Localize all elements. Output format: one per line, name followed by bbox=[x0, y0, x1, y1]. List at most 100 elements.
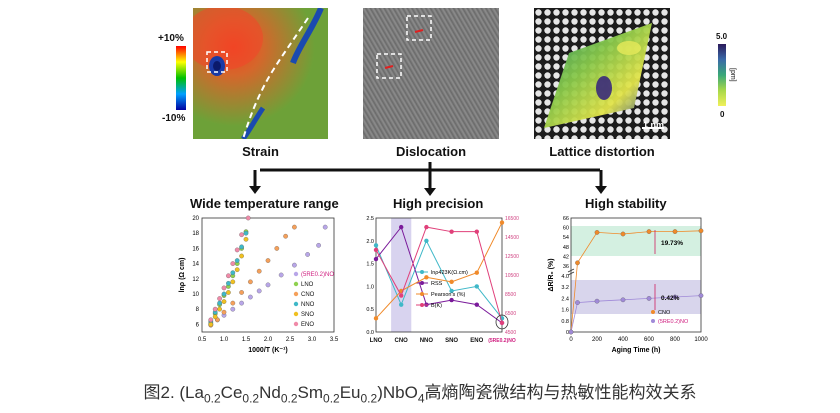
y-tick-label: 42 bbox=[563, 254, 569, 260]
plot-frame bbox=[375, 217, 503, 333]
data-point bbox=[208, 322, 214, 327]
y-tick-label: 0 bbox=[566, 330, 569, 336]
data-point bbox=[373, 316, 379, 321]
right-tick-label: 4500 bbox=[505, 330, 516, 336]
data-point bbox=[239, 253, 244, 259]
y-tick-label: 12 bbox=[192, 277, 199, 283]
figure-caption: 图2. (La0.2Ce0.2Nd0.2Sm0.2Eu0.2)NbO4高熵陶瓷微… bbox=[0, 378, 840, 405]
highlight-circle bbox=[495, 314, 509, 330]
legend-marker bbox=[293, 321, 299, 327]
data-point bbox=[212, 314, 218, 320]
caption-nbo: )NbO bbox=[377, 383, 418, 402]
data-point bbox=[474, 302, 479, 307]
data-point bbox=[620, 297, 626, 303]
data-point bbox=[449, 297, 454, 303]
chart-wide-temperature: 0.5 1.0 1.5 2.0 2.5 3.0 3.5 6 8 10 12 14 16 18 20 1000/… bbox=[179, 215, 339, 354]
data-point bbox=[292, 224, 297, 230]
data-point bbox=[274, 246, 280, 251]
series-line bbox=[375, 239, 503, 319]
data-point bbox=[698, 228, 704, 234]
lattice-image bbox=[534, 8, 670, 139]
strain-label: Strain bbox=[242, 144, 279, 159]
data-point bbox=[230, 261, 236, 266]
legend-label: SNO bbox=[301, 312, 314, 318]
y-tick-label: 0.0 bbox=[366, 330, 374, 336]
data-point bbox=[620, 231, 626, 237]
data-point bbox=[239, 232, 244, 238]
legend-label: lnρ423K(Ω.cm) bbox=[431, 270, 468, 276]
data-point bbox=[239, 290, 244, 295]
legend-label: NNO bbox=[301, 302, 315, 308]
right-tick-label: 6500 bbox=[505, 311, 516, 317]
legend-marker bbox=[420, 303, 424, 307]
x-tick-label: 400 bbox=[618, 337, 629, 343]
data-point bbox=[499, 220, 505, 225]
axis-break bbox=[567, 268, 575, 273]
section-high-stability: High stability bbox=[585, 196, 667, 211]
highlight-band bbox=[391, 218, 412, 332]
lattice-colorbar bbox=[718, 44, 726, 106]
data-point bbox=[256, 288, 262, 294]
x-tick-label: 3.5 bbox=[330, 337, 339, 343]
data-point bbox=[221, 291, 227, 297]
data-point bbox=[230, 306, 236, 312]
x-tick-label: 1.5 bbox=[242, 337, 251, 343]
data-point bbox=[399, 224, 404, 230]
y-tick-label: 2.4 bbox=[561, 296, 569, 302]
data-point bbox=[230, 300, 236, 306]
band-upper bbox=[571, 226, 701, 256]
legend-marker bbox=[420, 270, 424, 274]
data-point bbox=[424, 275, 429, 280]
right-tick-label: 10500 bbox=[505, 273, 519, 279]
data-point bbox=[474, 229, 479, 234]
lattice-scale-unit: [pm] bbox=[729, 68, 736, 82]
data-point bbox=[230, 270, 236, 276]
y-tick-label: 8 bbox=[196, 307, 200, 313]
strain-colorbar bbox=[176, 46, 186, 110]
data-point bbox=[248, 294, 253, 300]
data-point bbox=[373, 256, 379, 262]
x-tick-label: 0.5 bbox=[198, 337, 207, 343]
y-tick-label: 1.5 bbox=[366, 262, 374, 268]
legend-marker bbox=[293, 271, 299, 277]
category-label: ENO bbox=[470, 338, 483, 344]
section-wide-temperature: Wide temperature range bbox=[190, 196, 339, 211]
data-point bbox=[265, 258, 271, 263]
data-point bbox=[373, 243, 379, 248]
series-line bbox=[375, 226, 503, 324]
legend-marker bbox=[420, 281, 424, 285]
data-point bbox=[594, 298, 600, 304]
legend-marker bbox=[420, 292, 424, 296]
data-point bbox=[449, 288, 454, 294]
annotation-label: 19.73% bbox=[661, 240, 683, 247]
lattice-label: Lattice distortion bbox=[549, 144, 655, 159]
category-label: LNO bbox=[370, 338, 383, 344]
x-tick-label: 1.0 bbox=[220, 337, 229, 343]
section-high-precision: High precision bbox=[393, 196, 484, 211]
data-point bbox=[575, 260, 580, 266]
y-tick-label: 54 bbox=[563, 235, 569, 241]
data-point bbox=[212, 306, 218, 312]
data-point bbox=[245, 215, 251, 221]
caption-ce: Ce bbox=[220, 383, 243, 402]
x-tick-label: 3.0 bbox=[308, 337, 317, 343]
y-axis-label: ΔR/R₀ (%) bbox=[548, 258, 555, 291]
strain-scale-bottom: -10% bbox=[162, 113, 186, 124]
right-tick-label: 16500 bbox=[505, 216, 519, 222]
data-point bbox=[239, 300, 244, 306]
caption-nd: Nd bbox=[259, 383, 281, 402]
data-point bbox=[243, 230, 249, 236]
data-point bbox=[221, 285, 227, 291]
data-point bbox=[568, 329, 574, 335]
data-point bbox=[221, 299, 227, 304]
data-point bbox=[217, 300, 222, 306]
data-point bbox=[594, 230, 600, 235]
legend-label: Pearson's (%) bbox=[431, 292, 466, 298]
data-point bbox=[474, 270, 479, 275]
series-line bbox=[375, 222, 503, 319]
data-point bbox=[256, 268, 262, 274]
y-tick-label: 3.2 bbox=[561, 285, 569, 291]
x-tick-label: 800 bbox=[670, 337, 681, 343]
data-point bbox=[239, 244, 244, 250]
data-point bbox=[672, 229, 678, 234]
